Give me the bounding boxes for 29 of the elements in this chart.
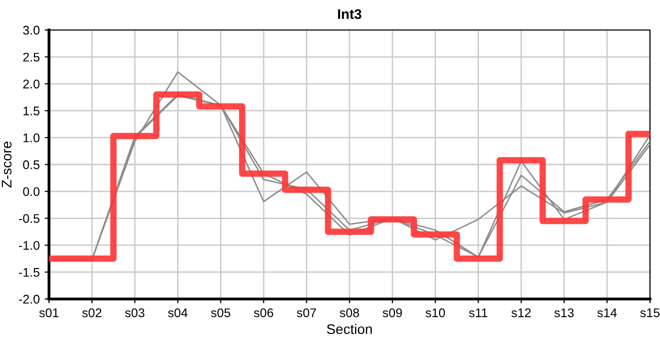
x-tick-label: s03 [125,308,144,318]
x-tick-label: s09 [382,308,402,318]
x-tick-label: s02 [82,308,102,318]
y-tick-label: 2.5 [23,52,40,62]
x-tick-label: s14 [597,308,617,318]
y-axis-title: Z-score [2,142,12,188]
x-axis-title: Section [326,324,372,334]
y-tick-label: -2.0 [18,294,40,304]
x-tick-label: s15 [640,308,660,318]
x-tick-label: s12 [511,308,531,318]
y-tick-label: 2.0 [23,80,40,88]
y-tick-label: 3.0 [23,26,40,35]
x-tick-label: s01 [39,308,58,318]
x-tick-label: s13 [554,308,574,318]
x-tick-label: s11 [469,308,488,318]
y-tick-label: 1.0 [24,133,40,142]
y-tick-label: 1.5 [24,106,40,116]
x-tick-label: s10 [426,308,445,318]
x-tick-label: s05 [210,308,230,318]
y-tick-label: -1.0 [18,241,40,250]
y-tick-label: 0.0 [23,187,40,196]
x-tick-label: s06 [254,308,274,318]
y-tick-label: -1.5 [18,268,40,277]
y-tick-label: -0.5 [18,214,40,223]
x-tick-label: s08 [340,308,360,318]
chart-title: Int3 [338,9,362,20]
x-tick-label: s07 [296,308,316,318]
y-tick-label: 0.5 [23,160,40,170]
x-tick-label: s04 [168,308,188,318]
